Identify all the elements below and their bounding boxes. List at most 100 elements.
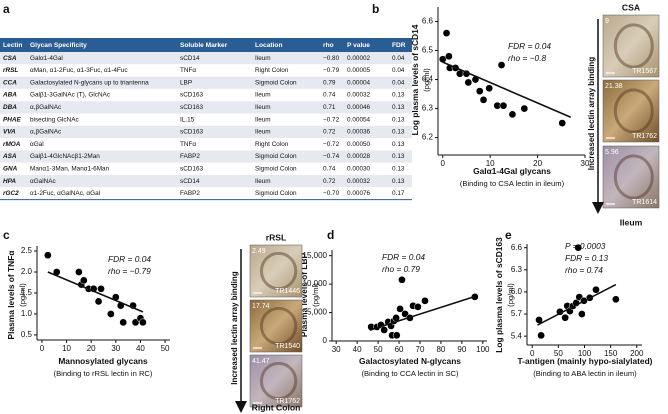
table-cell: 0.71 <box>323 104 336 111</box>
table-cell: αMan, α1-2Fuc, α1-3Fuc, α1-4Fuc <box>30 67 128 74</box>
panel-label: e <box>505 228 512 242</box>
table-cell: rGC2 <box>3 190 19 197</box>
table-cell: 0.00076 <box>347 190 371 197</box>
image-score: 2.49 <box>252 248 266 255</box>
data-point <box>558 119 567 127</box>
x-tick-label: 0 <box>40 344 45 353</box>
data-point <box>520 104 529 113</box>
x-tick-label: 100 <box>578 349 592 358</box>
table-cell: 0.72 <box>323 129 336 136</box>
x-tick-label: 80 <box>436 345 445 354</box>
table-cell: Ileum <box>255 116 271 123</box>
table-cell: 0.00005 <box>347 67 371 74</box>
panel-label: c <box>3 228 10 242</box>
annotation: FDR = 0.13 <box>565 253 608 263</box>
trend-line <box>537 283 617 326</box>
data-point <box>94 297 103 306</box>
x-axis-label: Galactosylated N-glycans <box>359 356 461 366</box>
table-cell: Sigmoid Colon <box>255 79 297 86</box>
tissue <box>613 88 654 134</box>
table-cell: CSA <box>3 55 17 62</box>
image-location: Right Colon <box>252 402 301 412</box>
table-cell: 0.13 <box>392 166 405 173</box>
data-point <box>499 101 508 110</box>
table-cell: 0.74 <box>323 166 336 173</box>
table-cell: 0.13 <box>392 104 405 111</box>
table-cell: Galβ1-3GalNAc (T), GlcNAc <box>30 92 111 99</box>
data-point <box>380 326 389 334</box>
table-header: Glycan Specificity <box>30 42 87 49</box>
micrograph <box>249 299 303 353</box>
table-cell: 0.00032 <box>347 92 371 99</box>
x-axis-label: T-antigen (mainly hypo-sialylated) <box>518 356 653 366</box>
table-cell: Sigmoid Colon <box>255 153 297 160</box>
image-id: TR1614 <box>632 199 657 206</box>
trend-line <box>369 295 475 331</box>
table-cell: 0.00050 <box>347 141 371 148</box>
table-cell: TNFα <box>180 67 196 74</box>
micrograph <box>602 145 660 209</box>
data-point <box>508 110 517 119</box>
table-cell: α,βGalNAc <box>30 104 62 111</box>
x-tick-label: 10 <box>486 159 495 168</box>
x-tick-label: 40 <box>353 345 362 354</box>
data-point <box>485 84 494 93</box>
table-cell: sCD163 <box>180 166 204 173</box>
image-title: CSA <box>622 2 640 12</box>
y-axis-unit: (pg/ml) <box>506 283 515 307</box>
image-score: 41.47 <box>252 358 270 365</box>
annotation: FDR = 0.04 <box>108 254 151 264</box>
table-cell: 0.00046 <box>347 104 371 111</box>
table-header-bg <box>0 38 412 52</box>
table-cell: α,βGalNAc <box>30 129 62 136</box>
table-cell: Galβ1-4GlcNAcβ1-2Man <box>30 153 100 160</box>
table-cell: VVA <box>3 129 16 136</box>
image-id: TR1762 <box>632 133 657 140</box>
data-point <box>464 78 473 87</box>
table-cell: 0.04 <box>392 55 405 62</box>
tissue <box>259 251 298 291</box>
table-cell: Right Colon <box>255 141 289 148</box>
table-cell: FABP2 <box>180 153 200 160</box>
table-cell: Ileum <box>255 55 271 62</box>
micrograph <box>249 244 303 298</box>
table-cell: rMOA <box>3 141 21 148</box>
x-axis-label: Mannosylated glycans <box>58 356 148 366</box>
table-row-bg <box>0 64 412 77</box>
data-point <box>561 313 570 322</box>
data-point <box>592 285 600 294</box>
table-row-bg <box>0 52 412 65</box>
table-cell: 0.13 <box>392 129 405 136</box>
data-point <box>414 303 422 311</box>
table-cell: FABP2 <box>180 190 200 197</box>
table-row-bg <box>0 101 412 114</box>
table-header: Lectin <box>3 42 22 49</box>
table-cell: Galactosylated N-glycans up to triantenn… <box>30 79 149 86</box>
x-tick-label: 50 <box>374 345 383 354</box>
table-cell: Galα1-4Gal <box>30 55 63 62</box>
annotation: rho = 0.74 <box>565 265 603 275</box>
table-header: Soluble Marker <box>180 42 228 49</box>
x-tick-label: 0 <box>530 349 535 358</box>
micrograph <box>602 14 660 78</box>
table-header: Location <box>255 42 282 49</box>
y-tick-label: 5.7 <box>511 309 523 318</box>
table-cell: CCA <box>3 79 17 86</box>
y-axis-unit: (pg/ml) <box>311 283 320 307</box>
table-header: rho <box>323 42 334 49</box>
table-cell: Right Colon <box>255 67 289 74</box>
image-score: 9 <box>605 18 609 25</box>
table-cell: −0.72 <box>323 141 340 148</box>
table-cell: 0.13 <box>392 92 405 99</box>
x-tick-label: 50 <box>554 349 563 358</box>
x-tick-label: 200 <box>630 349 644 358</box>
x-axis-note: (Binding to ABA lectin in ileum) <box>533 369 637 378</box>
y-axis-unit: (pg/ml) <box>422 68 431 92</box>
table-cell: 0.04 <box>392 79 405 86</box>
data-point <box>421 296 429 305</box>
y-axis-label: Log plasma levels of sCD14 <box>410 24 420 135</box>
annotation: FDR = 0.04 <box>508 41 551 51</box>
image-score: 5.96 <box>605 149 619 156</box>
y-tick-label: 6.6 <box>422 17 434 26</box>
